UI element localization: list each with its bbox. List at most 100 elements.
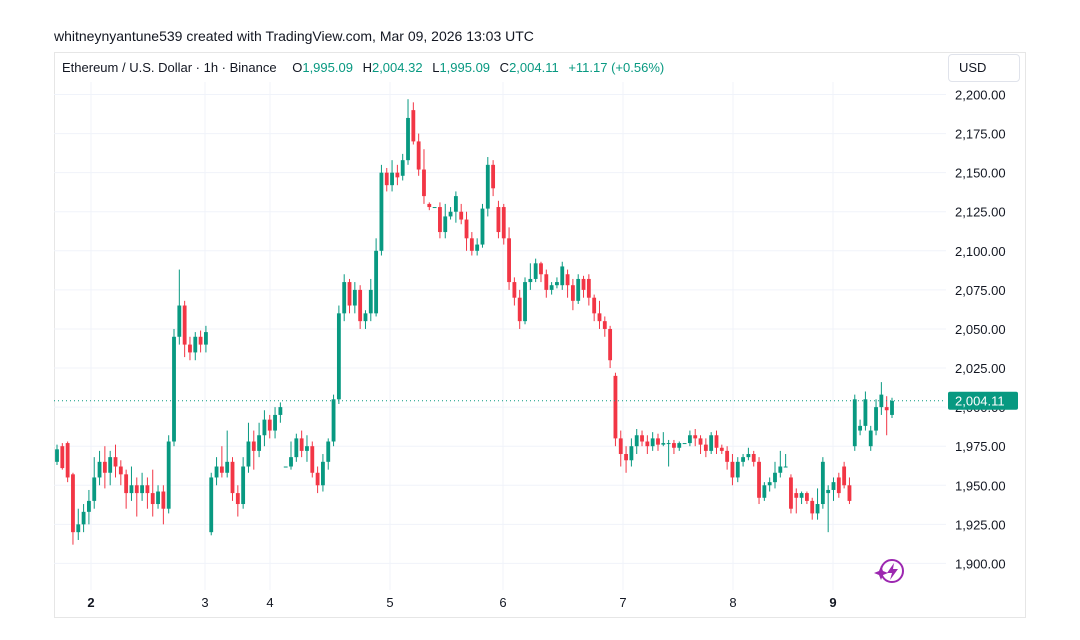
candle-body	[342, 282, 347, 314]
candle-body	[459, 211, 464, 220]
candle	[76, 508, 81, 540]
candle-body	[741, 457, 745, 462]
candle-body	[714, 435, 719, 448]
candle	[289, 441, 293, 470]
candle-body	[273, 414, 277, 431]
candle-body	[140, 485, 145, 494]
assistant-icon[interactable]	[874, 559, 904, 583]
candle	[278, 402, 283, 423]
candle	[390, 160, 394, 192]
candle	[60, 443, 65, 470]
candle-body	[879, 394, 884, 408]
candle	[161, 485, 166, 525]
candle-body	[235, 493, 240, 505]
candle	[81, 504, 86, 533]
candle	[177, 269, 182, 345]
candle-body	[555, 282, 559, 286]
candle	[863, 391, 868, 431]
candle	[576, 274, 581, 304]
candle-body	[102, 461, 107, 473]
candle-body	[129, 485, 134, 494]
x-tick-label: 5	[386, 595, 393, 610]
high-value: 2,004.32	[371, 60, 423, 75]
candle-body	[113, 457, 118, 467]
candle	[368, 278, 373, 322]
candle	[645, 435, 650, 455]
candle-body	[225, 461, 230, 473]
candle-body	[150, 493, 155, 505]
candle-body	[326, 441, 331, 462]
candle-body	[778, 466, 783, 473]
candle-body	[395, 172, 400, 178]
candle-body	[262, 419, 267, 436]
candle-body	[852, 399, 857, 447]
candle-body	[640, 435, 644, 442]
y-tick-label: 1,975.00	[955, 439, 1006, 454]
candle-body	[257, 435, 262, 451]
candle	[725, 446, 730, 470]
candle	[640, 430, 644, 447]
candle-body	[124, 474, 129, 494]
candle-body	[65, 443, 70, 478]
candle-body	[815, 504, 820, 514]
candle	[762, 482, 767, 501]
candle-body	[826, 489, 831, 494]
candle	[703, 438, 708, 458]
candle-body	[251, 441, 256, 451]
candle-body	[416, 141, 421, 170]
candle-body	[310, 446, 315, 473]
y-tick-label: 2,125.00	[955, 205, 1006, 220]
candle	[661, 432, 666, 447]
candle	[852, 394, 857, 451]
close-value: 2,004.11	[509, 60, 559, 75]
candle	[746, 447, 751, 461]
candle-body	[331, 399, 336, 442]
chart-caption: whitneynyantune539 created with TradingV…	[54, 28, 534, 44]
candle-body	[97, 461, 102, 478]
candle-body	[283, 466, 288, 468]
candle	[539, 261, 543, 283]
candle	[890, 397, 894, 419]
candle	[794, 488, 799, 514]
currency-button[interactable]: USD	[948, 54, 1020, 82]
candle	[406, 99, 410, 165]
candle-body	[172, 336, 176, 442]
candle	[166, 435, 171, 514]
candle	[86, 489, 91, 525]
symbol-name[interactable]: Ethereum / U.S. Dollar · 1h · Binance	[62, 60, 277, 75]
candle	[267, 414, 272, 439]
candle-body	[672, 443, 676, 448]
candle-body	[539, 263, 543, 275]
candle	[118, 460, 123, 486]
candle-body	[363, 313, 368, 322]
candle	[815, 488, 820, 520]
candle-body	[602, 321, 607, 329]
candle-body	[347, 282, 352, 306]
candle	[677, 441, 682, 451]
candle-body	[842, 466, 847, 486]
candle-body	[762, 485, 767, 498]
candle-body	[570, 285, 575, 301]
y-tick-label: 2,175.00	[955, 127, 1006, 142]
candle	[145, 477, 150, 509]
candle	[352, 282, 357, 314]
candle	[71, 472, 75, 545]
candle-body	[789, 477, 793, 509]
x-tick-label: 4	[266, 595, 273, 610]
candle	[592, 294, 597, 322]
candle	[496, 200, 501, 239]
candle	[156, 485, 160, 509]
candle	[475, 238, 480, 256]
candle-body	[491, 164, 496, 189]
candle	[150, 469, 155, 517]
candle	[560, 261, 565, 290]
candle-body	[544, 274, 549, 290]
candle	[773, 461, 777, 489]
candle-body	[204, 332, 208, 345]
candle-body	[613, 375, 618, 439]
candle-body	[512, 282, 517, 298]
candle-body	[406, 117, 410, 161]
candle-body	[177, 305, 182, 337]
candle-body	[820, 461, 825, 505]
